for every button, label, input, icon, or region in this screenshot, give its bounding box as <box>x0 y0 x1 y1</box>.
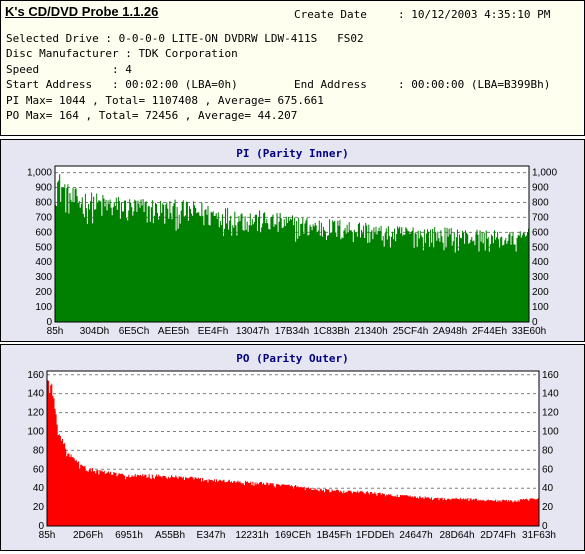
pi-xtick: 25CF4h <box>393 326 429 337</box>
pi-ytick-left: 100 <box>35 302 52 313</box>
pi-ytick-right: 700 <box>532 212 549 223</box>
po-xtick: 1FDDEh <box>356 530 394 541</box>
pi-ytick-left: 500 <box>35 242 52 253</box>
pi-ytick-right: 600 <box>532 227 549 238</box>
po-series-area <box>47 380 539 526</box>
po-xtick: 2D6Fh <box>73 530 103 541</box>
pi-xtick: AEE5h <box>158 326 189 337</box>
po-xtick: 12231h <box>235 530 268 541</box>
pi-xtick: 6E5Ch <box>119 326 150 337</box>
pi-ytick-right: 800 <box>532 197 549 208</box>
create-date-label: Create Date <box>294 8 367 21</box>
create-date-value: : 10/12/2003 4:35:10 PM <box>398 8 551 21</box>
speed-line: Speed : 4 <box>6 63 132 76</box>
app-title: K's CD/DVD Probe 1.1.26 <box>5 4 159 19</box>
pi-xtick: 1C83Bh <box>313 326 349 337</box>
po-ytick-right: 40 <box>542 483 554 494</box>
pi-ytick-right: 900 <box>532 183 549 194</box>
pi-ytick-left: 700 <box>35 212 52 223</box>
po-ytick-left: 40 <box>33 483 45 494</box>
po-xtick: E347h <box>197 530 226 541</box>
po-xtick: 28D64h <box>439 530 474 541</box>
pi-xtick: 33E60h <box>512 326 546 337</box>
po-xtick: 31F63h <box>522 530 556 541</box>
pi-ytick-left: 400 <box>35 257 52 268</box>
po-ytick-left: 80 <box>33 445 45 456</box>
pi-xtick: 21340h <box>354 326 387 337</box>
pi-ytick-right: 100 <box>532 302 549 313</box>
pi-ytick-right: 300 <box>532 272 549 283</box>
po-xtick: 169CEh <box>275 530 311 541</box>
pi-xtick: 17B34h <box>275 326 309 337</box>
pi-ytick-right: 0 <box>532 317 538 328</box>
start-address-line: Start Address : 00:02:00 (LBA=0h) <box>6 78 238 91</box>
po-ytick-left: 160 <box>27 370 44 381</box>
disc-manufacturer-line: Disc Manufacturer : TDK Corporation <box>6 47 238 60</box>
po-ytick-right: 160 <box>542 370 559 381</box>
end-address-value: : 00:00:00 (LBA=B399Bh) <box>398 78 551 91</box>
pi-ytick-left: 1,000 <box>27 168 52 179</box>
po-chart-panel: PO (Parity Outer) 0 0 20 20 40 40 60 60 80 80 100 1… <box>0 344 585 551</box>
pi-ytick-left: 200 <box>35 287 52 298</box>
po-ytick-right: 100 <box>542 426 559 437</box>
pi-ytick-right: 400 <box>532 257 549 268</box>
pi-summary-line: PI Max= 1044 , Total= 1107408 , Average=… <box>6 94 324 107</box>
po-ytick-left: 100 <box>27 426 44 437</box>
pi-chart-panel: PI (Parity Inner) 0 0 100 100 200 200 300 300 40… <box>0 139 585 342</box>
po-ytick-left: 120 <box>27 408 44 419</box>
pi-ytick-right: 500 <box>532 242 549 253</box>
po-xtick: 1B45Fh <box>316 530 351 541</box>
pi-xtick: 2F44Eh <box>472 326 507 337</box>
selected-drive-line: Selected Drive : 0-0-0-0 LITE-ON DVDRW L… <box>6 32 364 45</box>
po-chart-title: PO (Parity Outer) <box>236 352 349 365</box>
probe-info-panel: K's CD/DVD Probe 1.1.26 Create Date : 10… <box>0 0 585 136</box>
pi-ytick-left: 900 <box>35 183 52 194</box>
po-ytick-left: 0 <box>38 521 44 532</box>
pi-ytick-right: 1,000 <box>532 168 557 179</box>
po-plot-border <box>46 370 540 527</box>
po-xtick: 2D74Fh <box>480 530 516 541</box>
po-ytick-left: 140 <box>27 389 44 400</box>
pi-xtick: 85h <box>47 326 64 337</box>
po-ytick-right: 60 <box>542 464 554 475</box>
po-xtick: 24647h <box>399 530 432 541</box>
pi-xtick: EE4Fh <box>198 326 229 337</box>
pi-ytick-left: 800 <box>35 197 52 208</box>
po-ytick-right: 20 <box>542 502 554 513</box>
po-ytick-left: 60 <box>33 464 45 475</box>
po-ytick-right: 0 <box>542 521 548 532</box>
po-summary-line: PO Max= 164 , Total= 72456 , Average= 44… <box>6 109 298 122</box>
po-chart: 0 0 20 20 40 40 60 60 80 80 100 100 120 120 140 140 160 1… <box>27 370 559 541</box>
pi-xtick: 304Dh <box>80 326 109 337</box>
pi-xtick: 2A948h <box>433 326 467 337</box>
pi-chart: 0 0 100 100 200 200 300 300 400 400 500 500 600 600 70… <box>27 165 557 337</box>
pi-ytick-left: 300 <box>35 272 52 283</box>
po-xtick: 6951h <box>115 530 143 541</box>
pi-plot-border <box>54 165 530 323</box>
po-ytick-right: 80 <box>542 445 554 456</box>
end-address-label: End Address <box>294 78 367 91</box>
pi-chart-title: PI (Parity Inner) <box>236 147 349 160</box>
pi-ytick-left: 0 <box>46 317 52 328</box>
pi-series-area <box>55 174 529 322</box>
po-xtick: A55Bh <box>155 530 185 541</box>
pi-ytick-left: 600 <box>35 227 52 238</box>
po-xtick: 85h <box>39 530 56 541</box>
pi-ytick-right: 200 <box>532 287 549 298</box>
pi-xtick: 13047h <box>236 326 269 337</box>
po-ytick-left: 20 <box>33 502 45 513</box>
po-ytick-right: 120 <box>542 408 559 419</box>
po-ytick-right: 140 <box>542 389 559 400</box>
